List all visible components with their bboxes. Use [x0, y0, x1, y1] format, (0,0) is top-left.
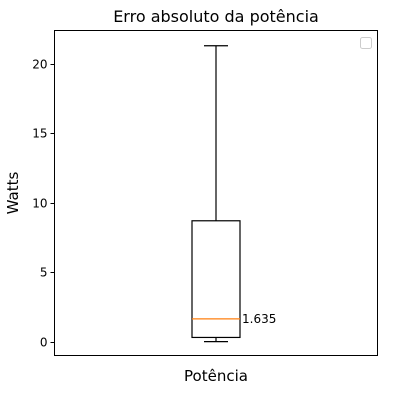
box-plot: 1.635 [191, 45, 276, 343]
y-tick-label: 20 [32, 58, 47, 72]
y-axis-label: Watts [4, 172, 22, 215]
y-tick-label: 5 [40, 266, 48, 280]
legend-box [360, 37, 372, 49]
chart-title: Erro absoluto da potência [113, 7, 319, 26]
y-tick-label: 0 [40, 336, 48, 350]
iqr-box [191, 220, 241, 339]
x-axis-label: Potência [184, 367, 248, 385]
y-tick-label: 10 [32, 197, 47, 211]
y-tick-label: 15 [32, 127, 47, 141]
y-axis-ticks: 0 5 10 15 20 [32, 58, 55, 350]
median-value-label: 1.635 [242, 312, 276, 326]
plot-area [54, 30, 378, 356]
